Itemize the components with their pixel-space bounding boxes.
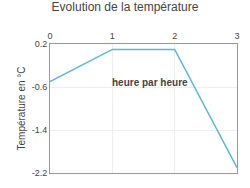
svg-text:1: 1 [110, 31, 115, 41]
svg-text:0.2: 0.2 [35, 39, 48, 49]
svg-text:-1.4: -1.4 [32, 125, 48, 135]
svg-text:0: 0 [47, 31, 52, 41]
svg-text:3: 3 [234, 31, 239, 41]
svg-text:Evolution de la température: Evolution de la température [52, 0, 199, 14]
svg-text:-0.6: -0.6 [32, 82, 48, 92]
svg-text:-2.2: -2.2 [32, 168, 48, 178]
svg-text:heure par heure: heure par heure [112, 77, 188, 88]
svg-text:Température en °C: Température en °C [16, 66, 27, 150]
svg-text:2: 2 [172, 31, 177, 41]
